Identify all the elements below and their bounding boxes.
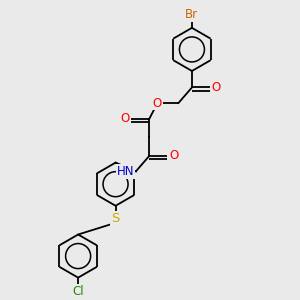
Text: O: O	[153, 97, 162, 110]
Text: S: S	[111, 212, 120, 225]
Text: Br: Br	[185, 8, 199, 21]
Text: O: O	[120, 112, 130, 125]
Text: O: O	[169, 149, 178, 162]
Text: HN: HN	[117, 165, 134, 178]
Text: O: O	[212, 81, 221, 94]
Text: Cl: Cl	[72, 285, 84, 298]
